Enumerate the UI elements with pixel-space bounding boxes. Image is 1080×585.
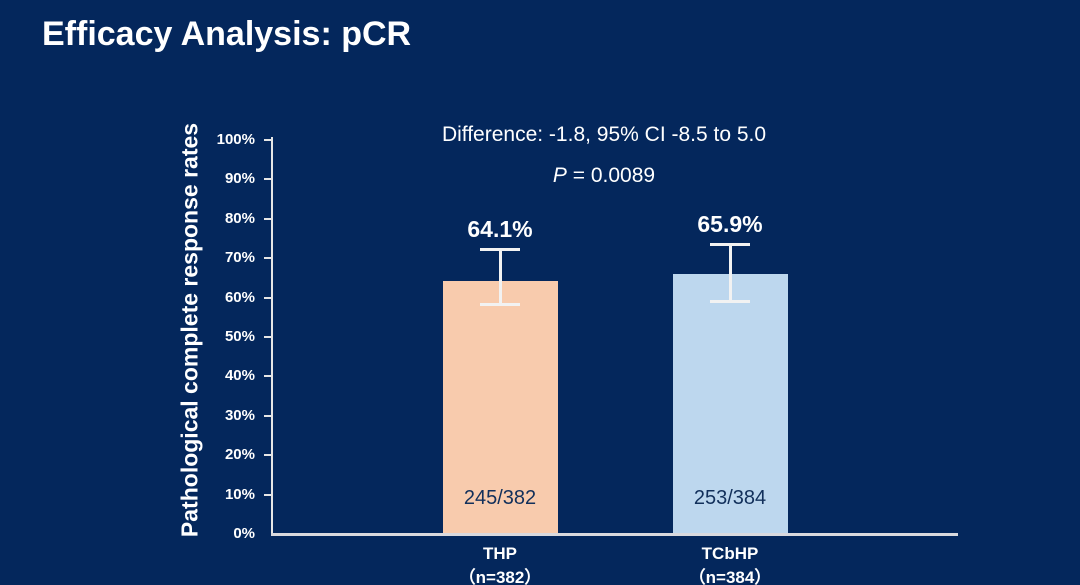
error-bar-cap-bottom	[480, 302, 520, 306]
error-bar-line	[498, 249, 502, 305]
error-bar-cap-top	[480, 248, 520, 252]
y-tick-label: 50%	[224, 328, 255, 345]
error-bar-cap-top	[710, 243, 750, 247]
y-tick-label: 20%	[224, 446, 255, 464]
y-tick-label: 70%	[224, 249, 255, 267]
y-tick-label: 0%	[233, 525, 255, 542]
x-tick-label: THP	[483, 544, 517, 563]
bar-value-label: 64.1%	[467, 215, 533, 242]
error-bar-cap-bottom	[710, 300, 750, 304]
x-axis-line	[271, 533, 958, 536]
y-tick-mark	[264, 454, 272, 457]
difference-annotation-text: Difference: -1.8, 95% CI -8.5 to 5.0	[441, 123, 767, 146]
y-tick-mark	[264, 257, 272, 260]
bar-thp	[442, 281, 558, 533]
y-tick-mark	[264, 296, 272, 299]
bar-tcbhp	[672, 274, 788, 533]
x-tick-label: TCbHP	[701, 544, 759, 563]
y-tick-mark	[264, 336, 272, 338]
bar-value-label: 65.9%	[697, 210, 763, 237]
y-tick-mark	[264, 375, 272, 378]
y-tick-label: 100%	[216, 131, 255, 148]
p-value-annotation: P = 0.0089	[272, 164, 936, 188]
y-tick-mark	[264, 178, 272, 181]
p-value-italic: P	[552, 164, 567, 187]
y-tick-mark	[264, 493, 272, 496]
y-tick-mark	[264, 139, 272, 141]
y-tick-mark	[264, 414, 272, 417]
bar-count-label: 253/384	[693, 487, 767, 509]
difference-annotation: Difference: -1.8, 95% CI -8.5 to 5.0	[272, 123, 936, 147]
error-bar-line	[728, 244, 732, 302]
p-value-text: = 0.0089	[566, 164, 656, 187]
y-tick-label: 30%	[224, 406, 255, 424]
y-tick-label: 90%	[224, 170, 255, 188]
bar-count-label: 245/382	[463, 487, 537, 509]
y-tick-label: 40%	[224, 367, 255, 385]
y-tick-label: 10%	[224, 485, 255, 503]
y-axis-line	[271, 137, 273, 535]
x-tick-sublabel: （n=382）	[458, 568, 542, 585]
slide-title: Efficacy Analysis: pCR	[42, 15, 412, 53]
y-tick-mark	[264, 217, 272, 220]
y-tick-label: 80%	[224, 209, 255, 227]
y-tick-label: 60%	[224, 288, 255, 306]
x-tick-sublabel: （n=384）	[688, 568, 772, 585]
